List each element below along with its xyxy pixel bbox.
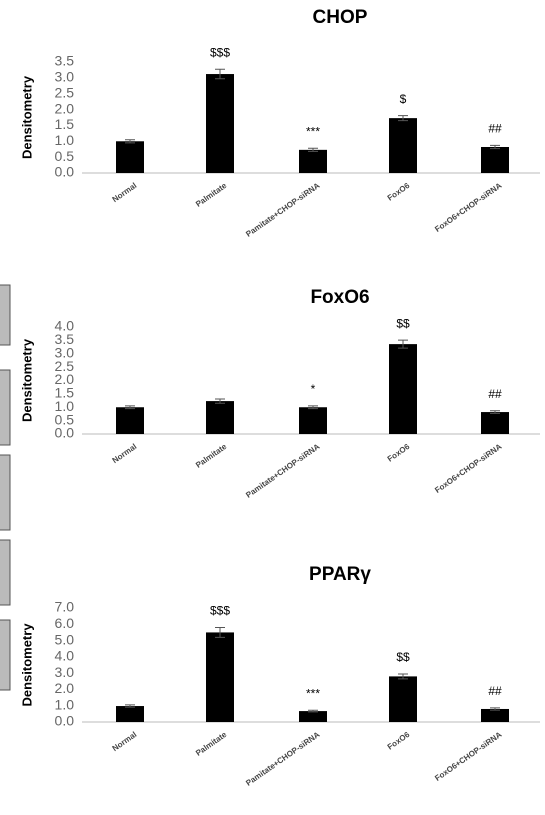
y-tick-label: 4.0	[55, 648, 75, 664]
x-tick-label: Pamitate+CHOP-siRNA	[244, 730, 321, 788]
bar	[481, 709, 509, 722]
bar	[389, 676, 417, 722]
bar	[206, 401, 234, 434]
x-tick-label: FoxO6+CHOP-siRNA	[433, 181, 503, 234]
y-tick-label: 3.5	[55, 53, 75, 69]
y-tick-label: 1.5	[55, 116, 75, 132]
x-tick-label: FoxO6+CHOP-siRNA	[433, 730, 503, 783]
y-tick-label: 5.0	[55, 631, 75, 647]
significance-label: $$	[396, 650, 410, 664]
chart-title: PPARγ	[309, 564, 371, 585]
y-tick-label: 1.0	[55, 696, 75, 712]
y-tick-label: 2.0	[55, 100, 75, 116]
y-tick-label: 4.0	[55, 318, 75, 334]
bar	[299, 407, 327, 434]
x-tick-label: Palmitate	[194, 442, 229, 470]
y-tick-label: 0.5	[55, 148, 75, 164]
bar	[299, 711, 327, 722]
x-tick-label: Normal	[111, 442, 139, 465]
blot-strip	[0, 620, 10, 690]
y-axis-label: Densitometry	[19, 623, 34, 707]
x-tick-label: Normal	[111, 181, 139, 204]
blot-strip	[0, 285, 10, 345]
blot-strip	[0, 370, 10, 445]
bar	[389, 344, 417, 434]
significance-label: *	[311, 382, 316, 396]
y-tick-label: 0.0	[55, 164, 75, 180]
x-tick-label: FoxO6+CHOP-siRNA	[433, 442, 503, 495]
bar	[116, 141, 144, 173]
figure: CHOPDensitometry0.00.51.01.52.02.53.03.5…	[0, 0, 545, 815]
blot-strips	[0, 285, 10, 690]
bar	[206, 74, 234, 173]
y-tick-label: 3.0	[55, 69, 75, 85]
x-tick-label: Normal	[111, 730, 139, 753]
blot-strip	[0, 455, 10, 530]
y-tick-label: 7.0	[55, 599, 75, 615]
y-tick-label: 1.0	[55, 132, 75, 148]
significance-label: $$	[396, 316, 410, 330]
bar	[116, 706, 144, 722]
bar	[206, 632, 234, 722]
x-tick-label: FoxO6	[386, 181, 412, 203]
bar	[481, 147, 509, 173]
error-bar	[125, 140, 135, 143]
x-tick-label: Pamitate+CHOP-siRNA	[244, 442, 321, 500]
y-axis-label: Densitometry	[19, 338, 34, 422]
bar	[389, 118, 417, 173]
y-tick-label: 6.0	[55, 615, 75, 631]
significance-label: ##	[488, 684, 502, 698]
x-tick-label: Palmitate	[194, 730, 229, 758]
significance-label: ##	[488, 122, 502, 136]
x-tick-label: FoxO6	[386, 730, 412, 752]
x-tick-label: Palmitate	[194, 181, 229, 209]
y-tick-label: 2.5	[55, 84, 75, 100]
significance-label: ***	[306, 686, 320, 700]
y-axis-label: Densitometry	[19, 75, 34, 159]
bar	[481, 412, 509, 434]
significance-label: ##	[488, 387, 502, 401]
x-tick-label: Pamitate+CHOP-siRNA	[244, 181, 321, 239]
significance-label: $	[400, 92, 407, 106]
y-tick-label: 0.0	[55, 713, 75, 729]
blot-strip	[0, 540, 10, 605]
significance-label: $$$	[210, 45, 230, 59]
bar	[116, 407, 144, 434]
x-tick-label: FoxO6	[386, 442, 412, 464]
y-tick-label: 2.0	[55, 680, 75, 696]
significance-label: ***	[306, 124, 320, 138]
chart-title: CHOP	[313, 7, 368, 28]
y-tick-label: 3.0	[55, 664, 75, 680]
significance-label: $$$	[210, 604, 230, 618]
chart-title: FoxO6	[310, 287, 369, 308]
bar	[299, 150, 327, 173]
